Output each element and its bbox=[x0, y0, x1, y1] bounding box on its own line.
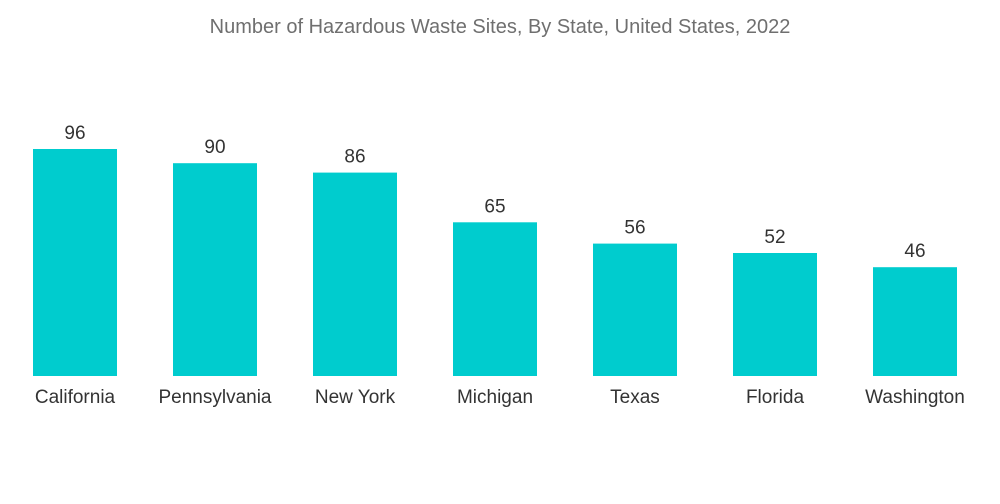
data-label-texas: 56 bbox=[624, 218, 645, 239]
x-tick-label-pennsylvania: Pennsylvania bbox=[158, 387, 271, 408]
x-tick-label-michigan: Michigan bbox=[457, 387, 533, 408]
bar-washington bbox=[873, 267, 957, 376]
x-tick-label-florida: Florida bbox=[746, 387, 805, 408]
x-tick-label-california: California bbox=[35, 387, 116, 408]
bar-pennsylvania bbox=[173, 163, 257, 376]
bar-florida bbox=[733, 253, 817, 376]
x-tick-label-washington: Washington bbox=[865, 387, 965, 408]
bar-texas bbox=[593, 243, 677, 376]
data-label-florida: 52 bbox=[764, 227, 785, 248]
x-tick-label-texas: Texas bbox=[610, 387, 660, 408]
data-label-california: 96 bbox=[64, 123, 85, 144]
bar-michigan bbox=[453, 222, 537, 376]
bar-new-york bbox=[313, 172, 397, 376]
chart-title: Number of Hazardous Waste Sites, By Stat… bbox=[209, 16, 791, 38]
x-axis-ticks: California Pennsylvania New York Michigan Te… bbox=[35, 387, 965, 408]
x-tick-label-new-york: New York bbox=[315, 387, 396, 408]
data-labels-layer: 96 90 86 65 56 52 46 bbox=[64, 123, 925, 262]
bar-california bbox=[33, 149, 117, 376]
data-label-michigan: 65 bbox=[484, 196, 505, 217]
data-label-new-york: 86 bbox=[344, 147, 365, 168]
bars-layer bbox=[33, 149, 957, 376]
data-label-washington: 46 bbox=[904, 241, 925, 262]
data-label-pennsylvania: 90 bbox=[204, 137, 225, 158]
